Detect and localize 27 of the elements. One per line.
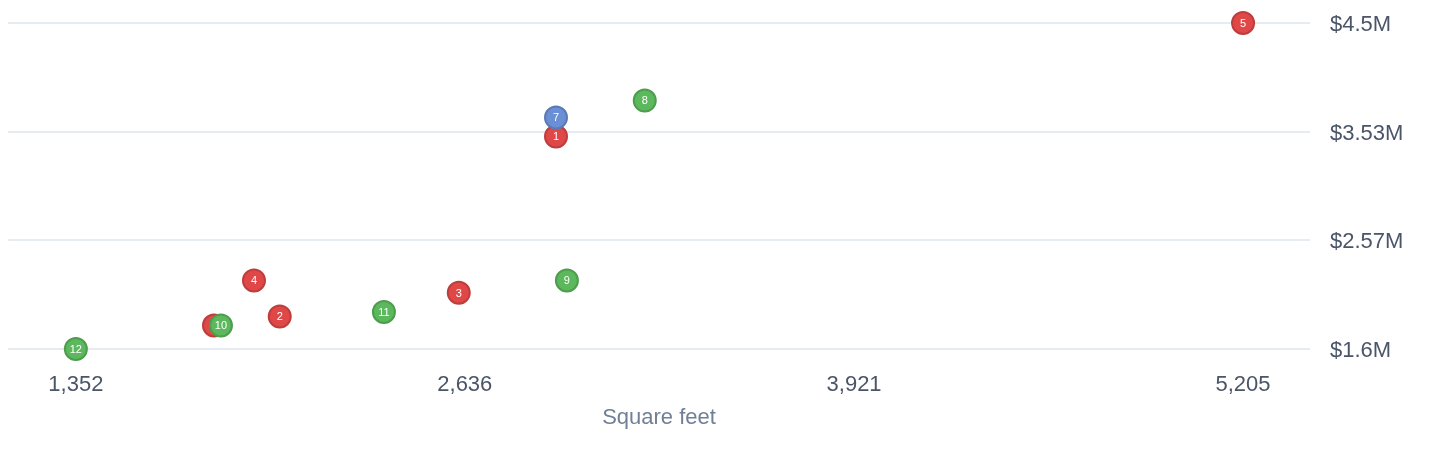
annotation: 10 bbox=[214, 319, 228, 332]
x-axis-title: Square feet bbox=[602, 404, 716, 429]
point bbox=[544, 105, 568, 130]
annotation: 12 bbox=[69, 342, 82, 355]
annotation: 3 bbox=[455, 286, 462, 299]
annotation: 8 bbox=[641, 94, 648, 107]
annotation: 11 bbox=[378, 305, 390, 318]
point bbox=[1231, 11, 1256, 35]
x-tick-label: 3,921 bbox=[826, 370, 882, 396]
point bbox=[241, 268, 266, 293]
y-tick-label: $1.6M bbox=[1330, 336, 1392, 362]
point bbox=[446, 280, 471, 305]
annotation: 2 bbox=[276, 310, 283, 323]
point bbox=[267, 304, 292, 329]
x-tick-label: 1,352 bbox=[48, 370, 104, 396]
point bbox=[554, 268, 579, 293]
annotation: 5 bbox=[1239, 16, 1247, 29]
y-tick-label: $4.5M bbox=[1330, 10, 1392, 36]
y-tick-label: $3.53M bbox=[1330, 119, 1404, 145]
x-tick-label: 2,636 bbox=[437, 370, 493, 396]
y-tick-label: $2.57M bbox=[1330, 227, 1404, 253]
annotation: 9 bbox=[563, 274, 570, 287]
annotation: 4 bbox=[250, 274, 258, 287]
annotation: 1 bbox=[552, 130, 560, 143]
annotation: 7 bbox=[552, 111, 560, 124]
point bbox=[632, 88, 657, 113]
x-tick-label: 5,205 bbox=[1215, 370, 1271, 396]
